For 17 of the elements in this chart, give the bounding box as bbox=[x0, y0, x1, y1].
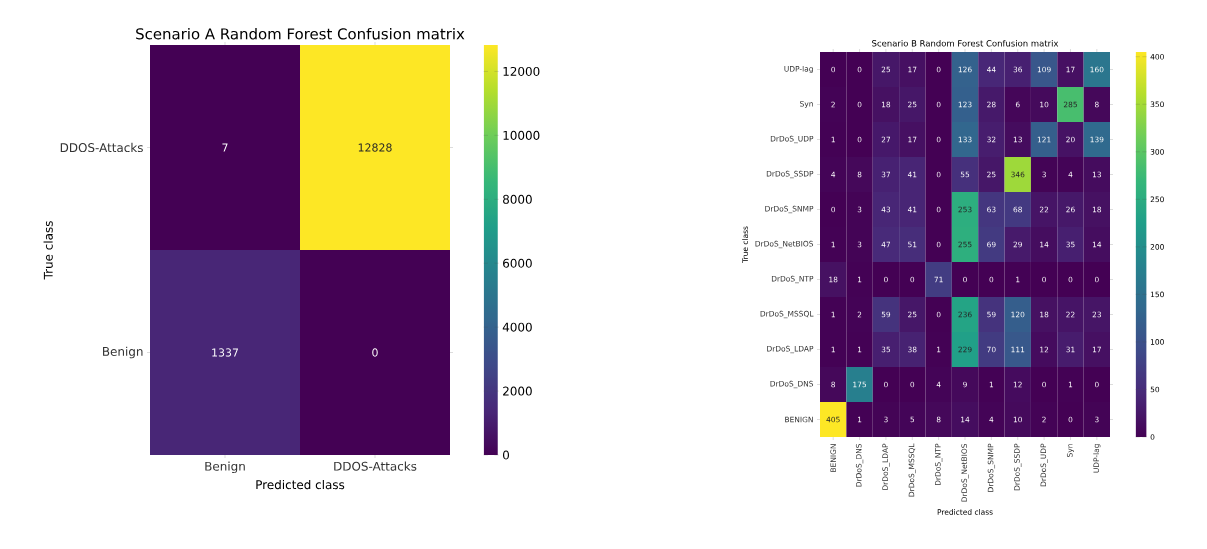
color-bar-label: 4000 bbox=[502, 322, 532, 332]
data-label: 0 bbox=[372, 348, 378, 357]
x-axis-title: Predicted class bbox=[256, 479, 345, 490]
color-bar-label: 12000 bbox=[503, 66, 540, 76]
color-bar-label: 6000 bbox=[503, 258, 532, 268]
x-tick-label: Benign bbox=[205, 461, 245, 474]
color-bar-label: 0 bbox=[502, 450, 510, 460]
x-tick-label: DDOS-Attacks bbox=[334, 461, 417, 471]
data-label: 12828 bbox=[358, 143, 392, 152]
color-bar-label: 8000 bbox=[503, 194, 532, 204]
chart-title: Scenario B Random Forest Confusion matrix bbox=[872, 39, 1059, 47]
color-bar-label: 2000 bbox=[503, 386, 532, 396]
y-axis-title: True class bbox=[43, 221, 53, 280]
color-bar-label: 10000 bbox=[503, 130, 540, 140]
chart-title: Scenario A Random Forest Confusion matrix bbox=[136, 27, 465, 40]
data-label: 1337 bbox=[212, 348, 238, 357]
data-label: 7 bbox=[222, 143, 228, 152]
